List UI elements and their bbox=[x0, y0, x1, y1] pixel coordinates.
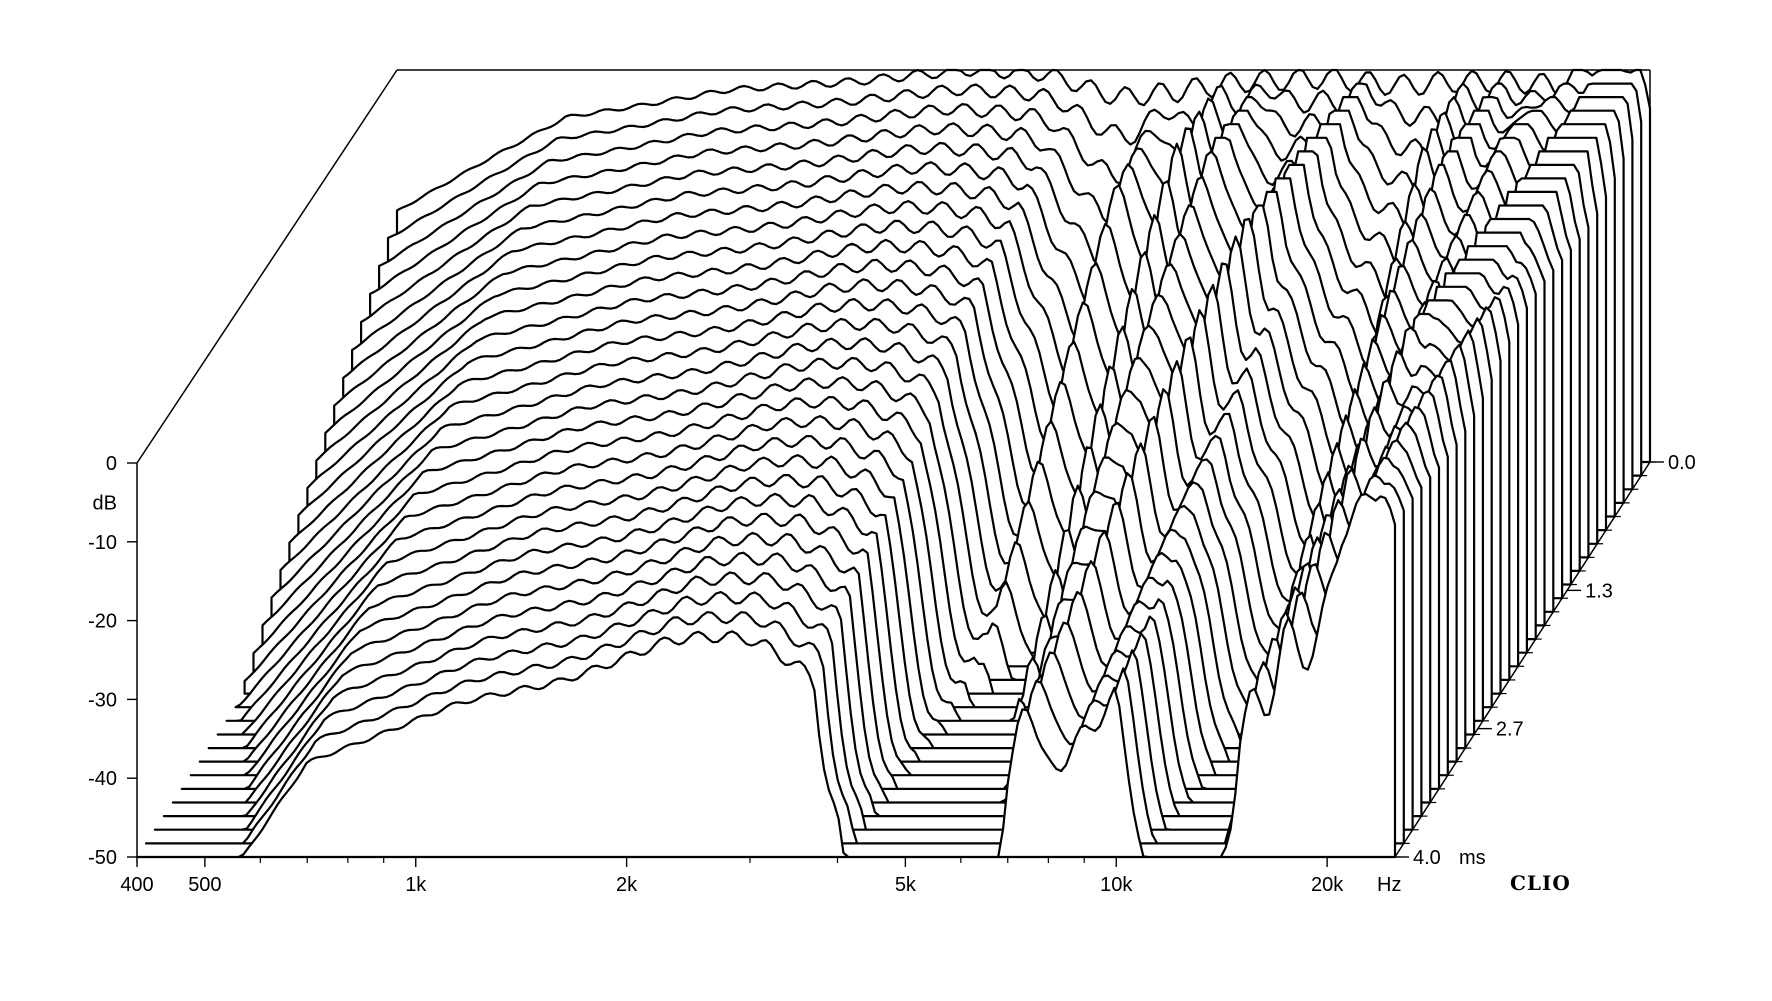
z-tick-label-0: 0.0 bbox=[1668, 452, 1696, 474]
frame-left-diagonal bbox=[136, 69, 398, 464]
z-tick-label-3: 4.0 bbox=[1413, 847, 1441, 869]
z-tick-label-2: 2.7 bbox=[1496, 719, 1524, 741]
x-tick-label-6: 20k bbox=[1311, 874, 1344, 896]
y-tick-label-2: -20 bbox=[88, 611, 117, 633]
x-tick-label-1: 500 bbox=[188, 874, 221, 896]
y-tick-label-0: 0 bbox=[106, 453, 117, 475]
x-tick-label-4: 5k bbox=[895, 874, 917, 896]
x-tick-label-3: 2k bbox=[616, 874, 638, 896]
y-tick-label-5: -50 bbox=[88, 847, 117, 869]
x-unit-label: Hz bbox=[1377, 874, 1401, 896]
y-unit-label: dB bbox=[93, 492, 117, 514]
x-tick-label-2: 1k bbox=[405, 874, 427, 896]
y-tick-label-3: -30 bbox=[88, 689, 117, 711]
decay-slice-29 bbox=[135, 492, 1397, 859]
y-tick-label-4: -40 bbox=[88, 768, 117, 790]
decay-slices bbox=[135, 68, 1652, 859]
axis-ticks bbox=[127, 461, 1664, 867]
y-tick-label-1: -10 bbox=[88, 532, 117, 554]
brand-label: CLIO bbox=[1510, 871, 1571, 895]
z-unit-label: ms bbox=[1459, 847, 1486, 869]
z-tick-label-1: 1.3 bbox=[1585, 580, 1613, 602]
frame-right-diagonal bbox=[1394, 461, 1651, 858]
axis-labels: 400 500 1k 2k 5k 10k 20k Hz 0 -10 -20 -30 -40 -50 dB 0.… bbox=[88, 452, 1696, 896]
x-tick-label-5: 10k bbox=[1100, 874, 1133, 896]
x-tick-label-0: 400 bbox=[120, 874, 153, 896]
